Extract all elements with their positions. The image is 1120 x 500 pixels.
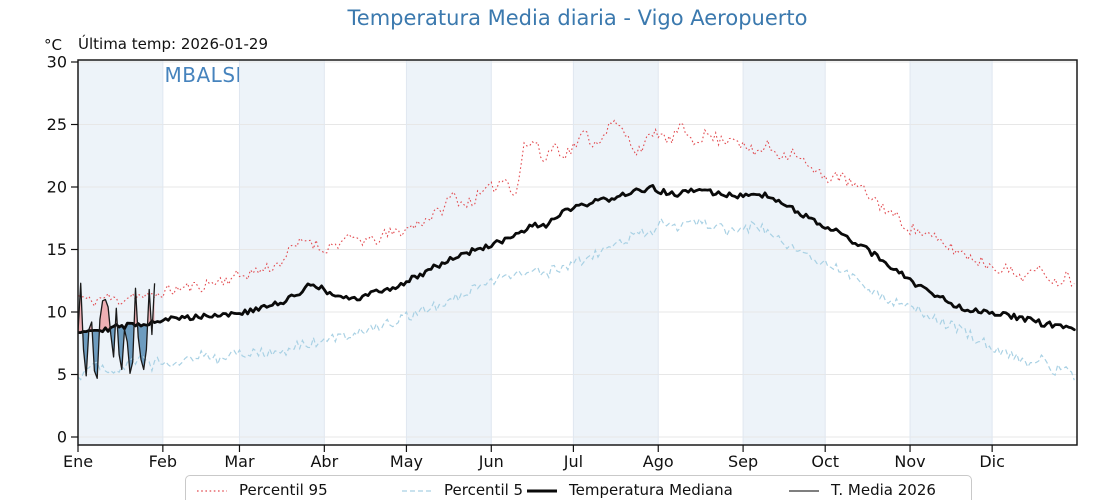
t-media-2026-line	[78, 282, 156, 379]
chart-title: Temperatura Media diaria - Vigo Aeropuer…	[347, 6, 808, 30]
x-tick-label-may: May	[390, 452, 423, 471]
month-band	[910, 60, 993, 445]
legend-label-2: Percentil 5	[444, 481, 524, 499]
temperatura-mediana-line	[78, 184, 1076, 334]
month-band	[78, 60, 163, 445]
month-band	[743, 60, 826, 445]
legend-swatch-1	[196, 484, 228, 498]
x-tick-label-sep: Sep	[728, 452, 758, 471]
x-tick-label-mar: Mar	[224, 452, 255, 471]
legend-swatch-2	[401, 484, 433, 498]
x-tick-label-abr: Abr	[310, 452, 338, 471]
x-tick-label-jul: Jul	[563, 452, 583, 471]
last-temp-annotation: Última temp: 2026-01-29	[78, 35, 269, 53]
x-tick-label-nov: Nov	[894, 452, 925, 471]
y-tick-label: 0	[57, 428, 67, 447]
y-axis-unit-label: °C	[44, 36, 62, 54]
x-tick-label-feb: Feb	[149, 452, 177, 471]
x-tick-label-dic: Dic	[979, 452, 1005, 471]
legend-swatch-4	[788, 484, 820, 498]
y-tick-label: 15	[47, 240, 67, 259]
x-tick-label-ago: Ago	[643, 452, 674, 471]
x-tick-label-ene: Ene	[63, 452, 93, 471]
month-band	[239, 60, 325, 445]
y-tick-label: 20	[47, 178, 67, 197]
y-tick-label: 30	[47, 53, 67, 72]
legend-box: Percentil 95 Percentil 5 Temperatura Media…	[185, 475, 972, 500]
percentil-5-line	[78, 217, 1075, 381]
month-band	[573, 60, 659, 445]
percentil-95-line	[78, 119, 1075, 308]
legend-swatch-3	[526, 484, 558, 498]
y-tick-label: 10	[47, 303, 67, 322]
above-median-fill	[78, 283, 155, 333]
y-tick-label: 5	[57, 365, 67, 384]
below-median-fill	[78, 321, 155, 379]
x-tick-label-jun: Jun	[478, 452, 504, 471]
y-tick-label: 25	[47, 115, 67, 134]
legend-label-4: T. Media 2026	[831, 481, 936, 499]
x-tick-label-oct: Oct	[811, 452, 839, 471]
month-band	[406, 60, 492, 445]
axes-border	[77, 59, 1078, 446]
legend-label-3: Temperatura Mediana	[569, 481, 733, 499]
series-layer	[78, 119, 1076, 381]
legend-label-1: Percentil 95	[239, 481, 328, 499]
